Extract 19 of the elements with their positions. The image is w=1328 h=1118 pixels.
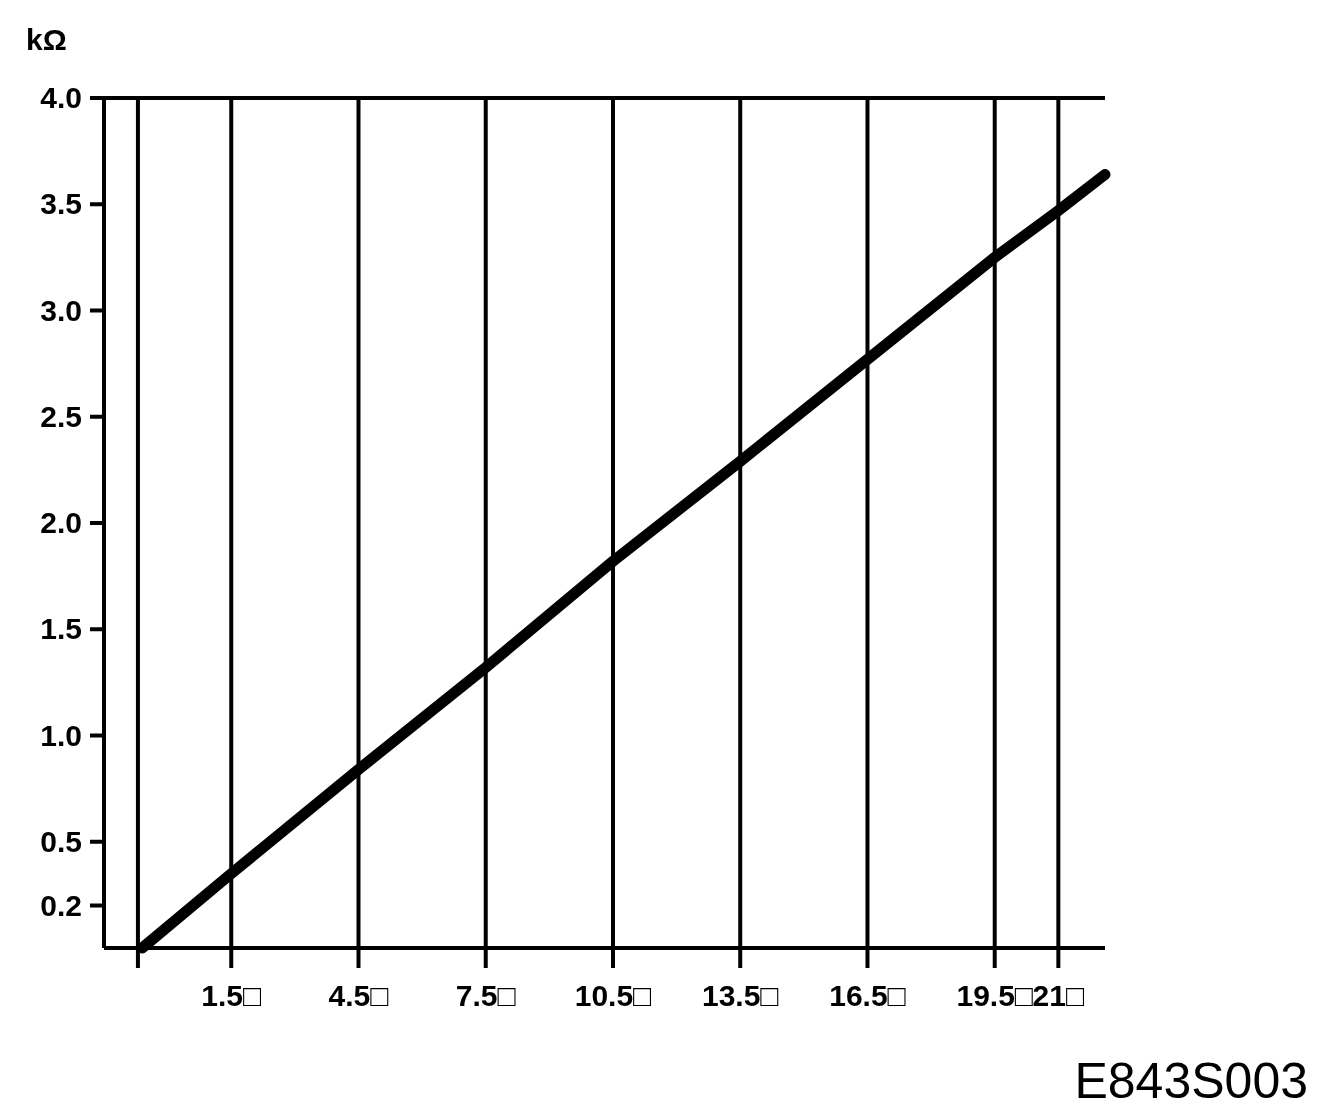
x-tick-label: 1.5□ [201, 979, 263, 1012]
y-tick-label: 1.5 [40, 612, 82, 646]
x-tick-label: 21□ [1032, 979, 1085, 1012]
y-tick-label: 4.0 [40, 81, 82, 114]
x-tick-label: 13.5□ [701, 979, 780, 1012]
text: E843S003 [1074, 1053, 1308, 1109]
y-tick-label: 0.5 [40, 824, 82, 858]
x-tick-label: 4.5□ [328, 979, 390, 1012]
x-tick-label: 10.5□ [574, 979, 653, 1012]
x-tick-label: 16.5□ [829, 979, 907, 1012]
y-tick-label: 0.2 [40, 888, 82, 922]
y-tick-label: 2.5 [40, 399, 82, 433]
x-tick-label: 19.5□ [956, 979, 1034, 1012]
y-tick-label: 3.5 [40, 187, 82, 221]
y-tick-label: 2.0 [40, 506, 82, 539]
y-tick-label: 1.0 [40, 718, 82, 752]
x-tick-label: 7.5□ [455, 979, 517, 1012]
y-tick-label: 3.0 [40, 293, 82, 327]
y-axis-title: kΩ [26, 23, 67, 56]
